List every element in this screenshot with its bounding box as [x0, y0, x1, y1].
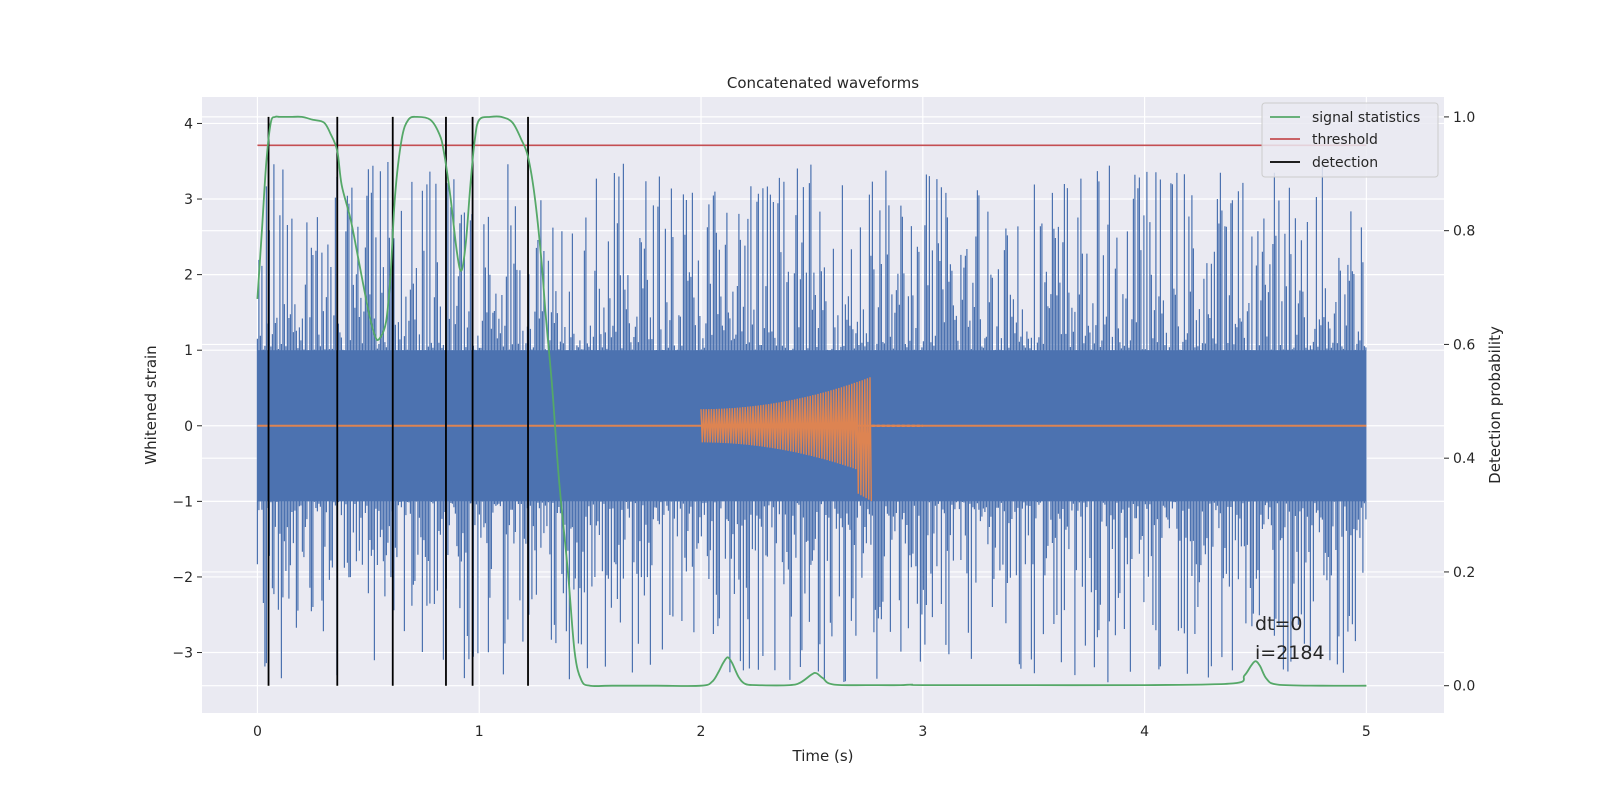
x-tick-label: 2 [697, 724, 706, 740]
y2-tick-label: 0.0 [1453, 679, 1475, 695]
template-waveform-series [257, 377, 1367, 502]
y2-tick-label: 0.8 [1453, 224, 1475, 240]
x-axis-label: Time (s) [792, 747, 854, 765]
detection-series [267, 116, 529, 686]
template-chirp [700, 377, 872, 502]
y2-axis-label: Detection probability [1486, 326, 1504, 484]
x-tick-label: 3 [918, 724, 927, 740]
legend-label-signal-statistics: signal statistics [1312, 110, 1420, 126]
ticks: 0 1 2 3 4 5 −3 −2 −1 0 1 2 3 4 0.0 0.2 0.4 0.6 0.8 1.0 [172, 110, 1475, 740]
y-tick-label: −3 [172, 646, 193, 662]
y-tick-label: 3 [184, 192, 193, 208]
chart-title: Concatenated waveforms [727, 74, 919, 92]
x-tick-label: 1 [475, 724, 484, 740]
legend-label-detection: detection [1312, 155, 1378, 171]
x-tick-label: 4 [1140, 724, 1149, 740]
legend-label-threshold: threshold [1312, 132, 1378, 148]
strain-line [256, 162, 1367, 683]
y-tick-label: 0 [184, 419, 193, 435]
legend: signal statistics threshold detection [1261, 102, 1439, 178]
y2-tick-label: 0.2 [1453, 565, 1475, 581]
y-tick-label: 4 [184, 116, 193, 132]
x-tick-label: 0 [253, 724, 262, 740]
x-tick-label: 5 [1362, 724, 1371, 740]
y2-tick-label: 1.0 [1453, 110, 1475, 126]
y-axis-label: Whitened strain [142, 345, 160, 464]
y-tick-label: 2 [184, 268, 193, 284]
signal-statistics-series [256, 115, 1367, 687]
signal-statistics-line [256, 115, 1367, 687]
y-tick-label: −1 [172, 494, 193, 510]
annotation-i: i=2184 [1255, 642, 1325, 664]
annotation-dt: dt=0 [1255, 613, 1303, 635]
y2-tick-label: 0.6 [1453, 337, 1475, 353]
legend-box [1261, 102, 1439, 178]
y2-tick-label: 0.4 [1453, 451, 1475, 467]
y-tick-label: −2 [172, 570, 193, 586]
y-tick-label: 1 [184, 343, 193, 359]
